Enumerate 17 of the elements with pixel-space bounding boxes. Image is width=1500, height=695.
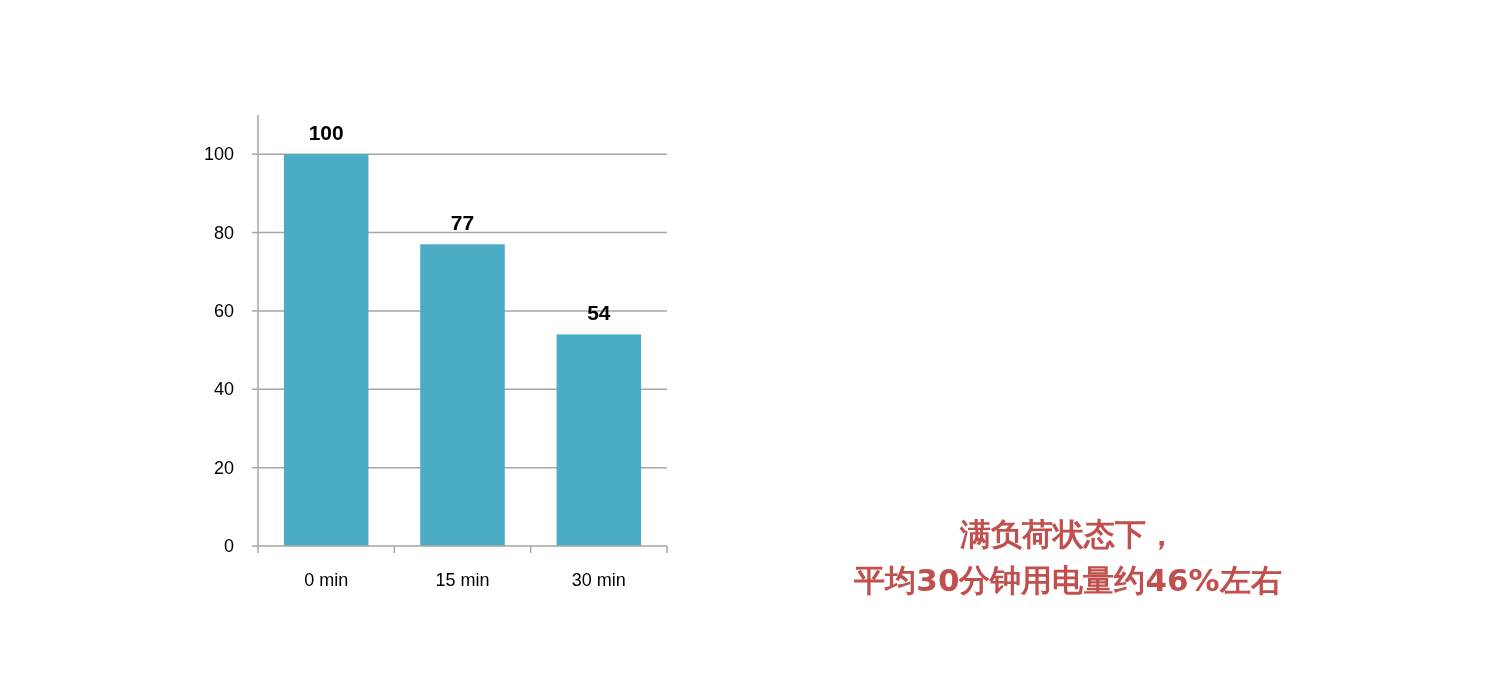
y-tick-label: 40 bbox=[213, 379, 234, 400]
x-tick-label: 30 min bbox=[571, 570, 626, 590]
bar bbox=[420, 244, 505, 546]
y-tick-label: 100 bbox=[203, 144, 234, 165]
data-label: 100 bbox=[308, 121, 344, 145]
y-tick-label: 20 bbox=[213, 457, 234, 478]
bar bbox=[283, 154, 369, 546]
text: 满负荷状态下， bbox=[958, 516, 1177, 552]
text: 平均30分钟用电量约46%左右 bbox=[853, 562, 1282, 598]
data-label: 77 bbox=[450, 211, 475, 235]
x-tick-label: 0 min bbox=[304, 570, 349, 590]
x-tick-label: 15 min bbox=[435, 570, 490, 590]
y-tick-label: 80 bbox=[213, 222, 234, 243]
data-label: 54 bbox=[587, 301, 611, 325]
bar bbox=[556, 334, 642, 546]
y-tick-label: 60 bbox=[213, 300, 234, 321]
y-tick-label: 0 bbox=[223, 536, 234, 556]
